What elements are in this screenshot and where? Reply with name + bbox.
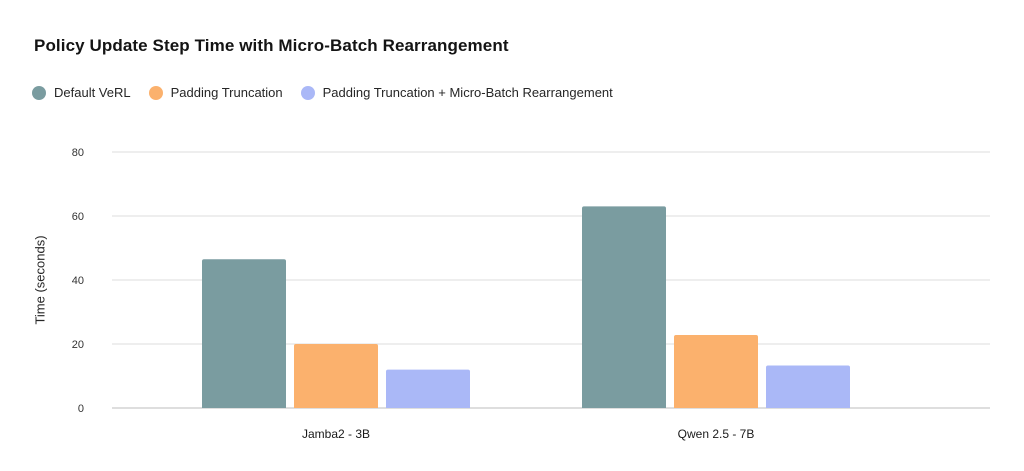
y-tick-label-80: 80 [72, 147, 84, 159]
legend-label-default-verl: Default VeRL [54, 85, 131, 100]
legend-swatch-padding-truncation-rearrangement [300, 85, 315, 100]
bar-2-series-3 [766, 365, 850, 408]
bar-2-series-1 [582, 206, 666, 408]
y-tick-label-40: 40 [72, 275, 84, 287]
chart-title: Policy Update Step Time with Micro-Batch… [34, 36, 509, 55]
bar-1-series-3 [386, 369, 470, 408]
y-tick-label-20: 20 [72, 339, 84, 351]
y-tick-label-60: 60 [72, 211, 84, 223]
legend-label-padding-truncation-rearrangement: Padding Truncation + Micro-Batch Rearran… [322, 85, 613, 100]
legend-item-default-verl: Default VeRL [32, 85, 131, 100]
bar-2-series-2 [674, 335, 758, 408]
legend-item-padding-truncation-rearrangement: Padding Truncation + Micro-Batch Rearran… [300, 85, 613, 100]
chart-legend: Default VeRL Padding Truncation Padding … [32, 85, 631, 100]
bar-1-series-2 [294, 344, 378, 408]
legend-swatch-padding-truncation [148, 85, 163, 100]
legend-item-padding-truncation: Padding Truncation [148, 85, 283, 100]
legend-swatch-default-verl [32, 85, 46, 100]
legend-label-padding-truncation: Padding Truncation [170, 85, 283, 100]
x-category-label-2: Qwen 2.5 - 7B [678, 427, 755, 441]
x-category-label-1: Jamba2 - 3B [302, 427, 370, 441]
y-tick-label-0: 0 [78, 403, 84, 415]
bar-1-series-1 [202, 259, 286, 408]
